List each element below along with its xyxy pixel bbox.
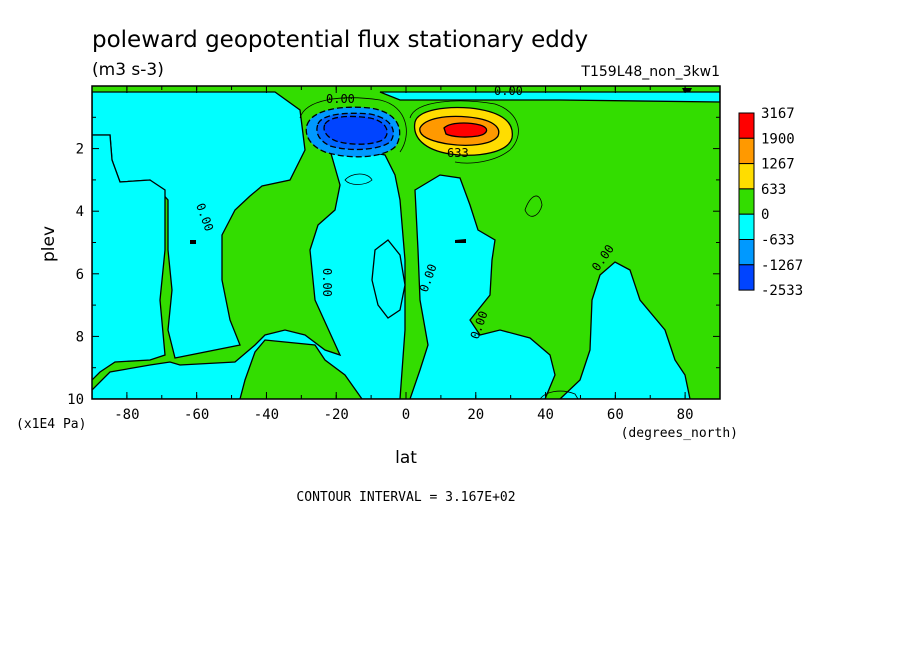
x-tick-label: -40 — [254, 407, 279, 423]
colorbar: 3167 1900 1267 633 0 -633 -1267 -2533 — [738, 106, 803, 299]
x-tick-label: -60 — [184, 407, 209, 423]
colorbar-segment — [738, 264, 755, 291]
chart-units: (m3 s-3) — [92, 60, 164, 80]
colorbar-label: -2533 — [761, 283, 803, 299]
contour-interval-text: CONTOUR INTERVAL = 3.167E+02 — [296, 490, 515, 505]
x-axis-units: (degrees_north) — [621, 426, 738, 441]
x-tick-label: 60 — [607, 407, 624, 423]
small-blob-c — [682, 88, 692, 92]
x-tick-label: 80 — [677, 407, 694, 423]
thin-contour-e — [539, 390, 579, 399]
thin-contour-d — [524, 195, 543, 217]
y-tick-label: 2 — [76, 142, 84, 158]
negative-region-east-of-equator — [409, 174, 556, 399]
small-blob-a — [455, 239, 466, 243]
y-tick-label: 10 — [67, 392, 84, 408]
colorbar-label: 633 — [761, 182, 786, 198]
negative-region-east — [559, 261, 691, 399]
contour-field — [92, 86, 720, 399]
thin-contour-c — [344, 173, 373, 185]
colorbar-segment — [738, 137, 755, 165]
colorbar-label: -1267 — [761, 258, 803, 274]
colorbar-segment — [738, 112, 755, 139]
thin-contour-a — [299, 97, 407, 153]
negative-region-southwest — [92, 134, 166, 381]
y-tick-label: 8 — [76, 329, 84, 345]
x-tick-label: 20 — [467, 407, 484, 423]
negative-region-top-strip — [379, 91, 720, 103]
thin-contour-b — [409, 100, 519, 164]
chart-title: poleward geopotential flux stationary ed… — [92, 27, 588, 53]
y-axis-units: (x1E4 Pa) — [16, 417, 86, 432]
negative-core-inner — [323, 115, 388, 145]
colorbar-segment — [738, 213, 755, 240]
colorbar-segment — [738, 239, 755, 266]
contour-label: 633 — [447, 146, 469, 160]
x-axis: -80 -60 -40 -20 0 20 40 60 80 — [91, 86, 721, 423]
colorbar-label: 0 — [761, 207, 769, 223]
positive-core-inner — [443, 122, 488, 138]
y-axis: 2 4 6 8 10 — [67, 116, 720, 408]
contour-label: 0.00 — [494, 84, 523, 98]
x-tick-label: -20 — [324, 407, 349, 423]
colorbar-label: 1267 — [761, 157, 795, 173]
colorbar-segment — [738, 188, 755, 215]
x-axis-label: lat — [395, 448, 417, 468]
colorbar-label: -633 — [761, 233, 795, 249]
negative-region-central-column — [92, 149, 406, 399]
colorbar-segment — [738, 163, 755, 190]
y-axis-label: plev — [39, 226, 59, 262]
x-tick-label: -80 — [114, 407, 139, 423]
y-tick-label: 4 — [76, 204, 84, 220]
x-tick-label: 40 — [537, 407, 554, 423]
contour-label: 0.00 — [326, 92, 355, 106]
colorbar-label: 3167 — [761, 106, 795, 122]
negative-region-island — [371, 239, 406, 319]
run-id-label: T159L48_non_3kw1 — [580, 64, 720, 80]
colorbar-label: 1900 — [761, 131, 795, 147]
y-tick-label: 6 — [76, 267, 84, 283]
small-blob-b — [190, 240, 196, 244]
x-tick-label: 0 — [402, 407, 410, 423]
contour-label: 0.00 — [320, 268, 334, 297]
